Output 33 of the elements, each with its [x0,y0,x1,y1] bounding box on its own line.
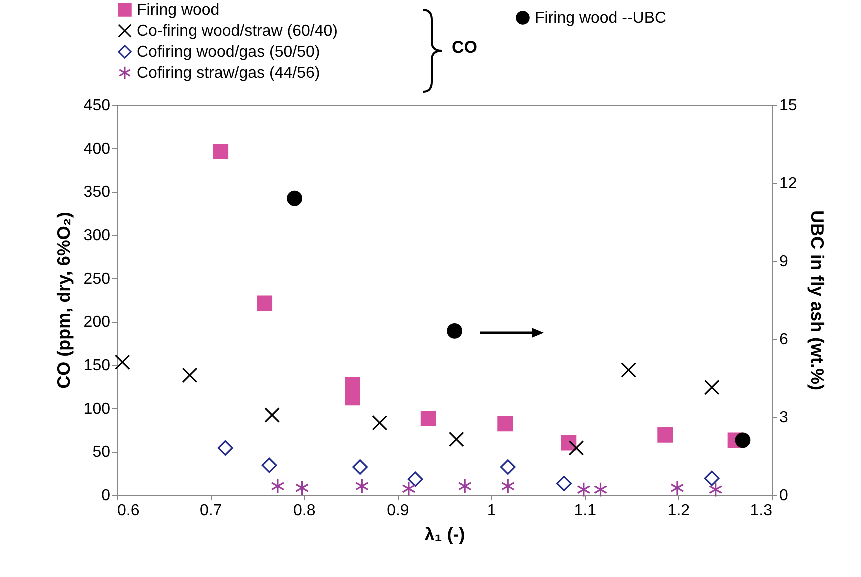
x-tick-label: 1.1 [574,502,597,520]
y-tick-label: 400 [84,140,111,158]
x-tick-label: 1.2 [668,502,690,520]
y-tick-label: 150 [84,358,111,374]
y-tick-label: 0 [102,488,111,504]
legend-label: Co-firing wood/straw (60/40) [137,23,338,40]
y2-tick-label: 6 [780,332,788,348]
legend-label: Cofiring wood/gas (50/50) [137,44,320,61]
y-tick-label: 300 [84,228,111,244]
y2-axis-title: UBC in fly ash (wt.%) [807,210,828,391]
y-tick-label: 250 [84,270,111,288]
y2-tick-label: 15 [780,98,798,114]
x-tick-label: 0.7 [200,502,222,520]
legend-label: Firing wood [137,2,220,19]
y-tick-label: 450 [84,98,111,114]
y2-tick-label: 9 [780,254,788,270]
x-tick-label: 0.9 [387,502,410,520]
legend-label: Cofiring straw/gas (44/56) [137,65,320,82]
x-tick-label: 1.3 [750,502,773,520]
y-tick-label: 350 [84,184,111,202]
legend-label: Firing wood --UBC [535,10,667,27]
y-tick-label: 100 [84,400,111,418]
x-tick-label: 0.6 [118,502,140,520]
y-tick-label: 50 [92,444,111,462]
text: CO [452,38,478,58]
x-axis-title: λ₁ (-) [424,524,466,544]
x-tick-label: 0.8 [294,502,316,520]
y2-tick-label: 12 [780,176,798,192]
y-tick-label: 200 [84,314,111,332]
x-tick-label: 1 [487,502,496,520]
y2-tick-label: 3 [780,410,788,426]
y2-tick-label: 0 [780,488,788,504]
y-axis-title: CO (ppm, dry, 6%O₂) [54,212,74,389]
